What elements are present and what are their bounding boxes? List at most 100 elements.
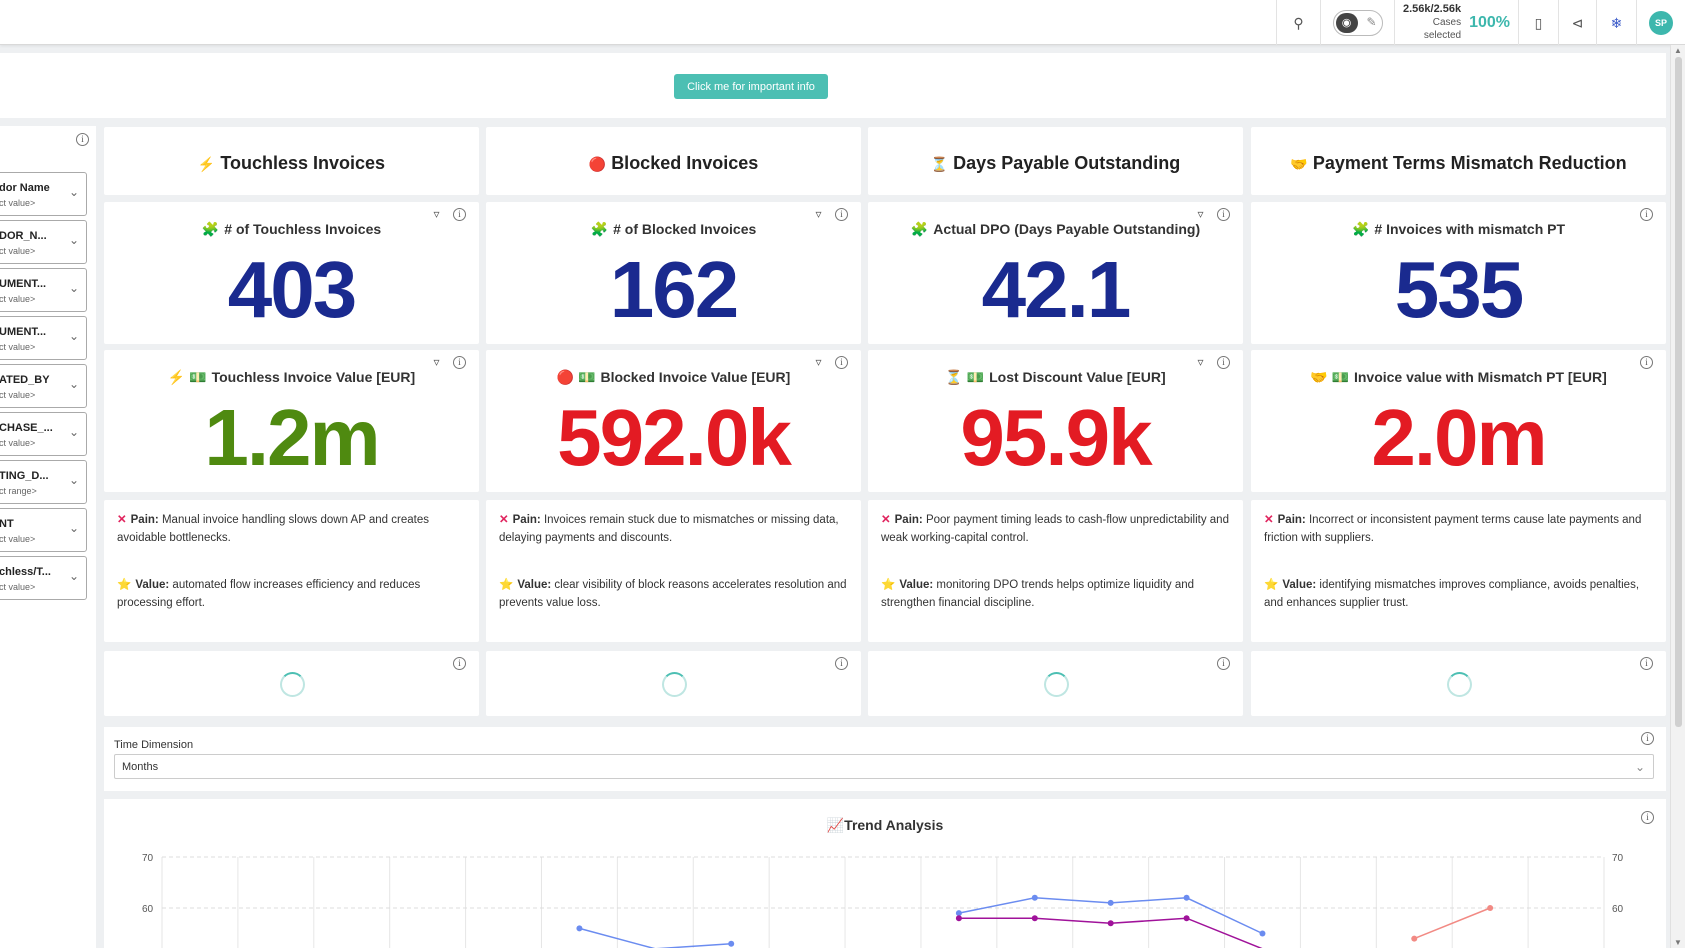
kpi-value-card[interactable]: ▿ i ⏳ 💵 Lost Discount Value [EUR] 95.9k <box>868 350 1243 492</box>
scrollbar-thumb[interactable] <box>1675 57 1682 727</box>
filter-funnel-icon[interactable]: ▿ <box>433 355 440 369</box>
section-header-card: ⏳ Days Payable Outstanding <box>868 127 1243 195</box>
time-dimension-panel: Time Dimension i Months ⌄ <box>104 727 1666 791</box>
cases-count: 2.56k/2.56k <box>1402 3 1462 15</box>
kpi-value: 1.2m <box>204 393 380 482</box>
bookmark-icon: ▯ <box>1534 14 1543 31</box>
kpi-title-text: # Invoices with mismatch PT <box>1374 221 1566 237</box>
avatar: SP <box>1649 10 1673 35</box>
filter-funnel-icon[interactable]: ▿ <box>1197 207 1204 221</box>
info-icon[interactable]: i <box>835 657 848 670</box>
filter-funnel-icon[interactable]: ▿ <box>1197 355 1204 369</box>
info-icon[interactable]: i <box>1641 732 1654 745</box>
kpi-count-card[interactable]: ▿ i 🧩 # of Touchless Invoices 403 <box>104 202 479 344</box>
section-icon: ⏳ <box>930 156 949 172</box>
scrollbar[interactable]: ▲ ▼ <box>1670 45 1685 948</box>
filter-dropdown[interactable]: chless/T... ct value> ⌄ <box>0 556 87 600</box>
info-icon[interactable]: i <box>1640 657 1653 670</box>
filter-dropdown[interactable]: UMENT... ct value> ⌄ <box>0 316 87 360</box>
filter-panel: i dor Name ct value> ⌄ DOR_N... ct value> ⌄ UM… <box>0 126 96 948</box>
share-button[interactable]: ⊲ <box>1558 0 1596 45</box>
filter-dropdown[interactable]: ATED_BY ct value> ⌄ <box>0 364 87 408</box>
search-analysis-button[interactable]: ⚲ <box>1276 0 1320 45</box>
data-point <box>1031 915 1038 922</box>
view-edit-toggle[interactable]: ◉ ✎ <box>1332 9 1383 36</box>
time-dimension-select[interactable]: Months ⌄ <box>114 754 1654 779</box>
pain-description: Incorrect or inconsistent payment terms … <box>1264 514 1642 544</box>
time-dimension-value: Months <box>122 761 159 773</box>
value-label: Value: <box>135 579 170 591</box>
y-tick-label-left: 70 <box>142 853 154 864</box>
user-menu[interactable]: SP <box>1636 0 1685 45</box>
kpi-value-card[interactable]: i 🤝 💵 Invoice value with Mismatch PT [EUR]… <box>1251 350 1666 492</box>
kpi-value-card[interactable]: ▿ i 🔴 💵 Blocked Invoice Value [EUR] 592.0k <box>486 350 861 492</box>
data-point <box>1107 899 1114 906</box>
description-card: ✕ Pain: Incorrect or inconsistent payment… <box>1251 500 1666 642</box>
filter-name: ATED_BY <box>0 374 50 386</box>
info-icon[interactable]: i <box>1217 208 1230 221</box>
filter-placeholder: ct value> <box>0 342 36 352</box>
chevron-down-icon: ⌄ <box>68 521 79 535</box>
section-icon: 🔴 <box>588 156 607 172</box>
kpi-value: 95.9k <box>960 393 1152 482</box>
section-title: ⚡ Touchless Invoices <box>104 153 479 174</box>
kpi-count-card[interactable]: ▿ i 🧩 # of Blocked Invoices 162 <box>486 202 861 344</box>
puzzle-icon: 🧩 <box>590 221 609 237</box>
info-icon[interactable]: i <box>1640 356 1653 369</box>
scroll-down-icon[interactable]: ▼ <box>1674 938 1682 947</box>
puzzle-icon: 🧩 <box>201 221 220 237</box>
snowflake-button[interactable]: ❄ <box>1596 0 1636 45</box>
section-title-text: Days Payable Outstanding <box>953 153 1181 173</box>
filter-placeholder: ct value> <box>0 198 36 208</box>
filter-dropdown[interactable]: dor Name ct value> ⌄ <box>0 172 87 216</box>
info-icon[interactable]: i <box>1640 208 1653 221</box>
cross-mark-icon: ✕ <box>499 514 509 526</box>
scroll-up-icon[interactable]: ▲ <box>1674 46 1682 55</box>
cases-label: Cases selected <box>1423 17 1462 41</box>
star-icon: ⭐ <box>1264 579 1279 591</box>
pain-text: ✕ Pain: Manual invoice handling slows dow… <box>117 511 466 547</box>
kpi-title: 🧩 Actual DPO (Days Payable Outstanding) <box>868 221 1243 238</box>
kpi-count-card[interactable]: i 🧩 # Invoices with mismatch PT 535 <box>1251 202 1666 344</box>
filter-funnel-icon[interactable]: ▿ <box>433 207 440 221</box>
series-line <box>1413 907 1491 940</box>
cross-mark-icon: ✕ <box>1264 514 1274 526</box>
filter-dropdown[interactable]: TING_D... ct range> ⌄ <box>0 460 87 504</box>
section-title: ⏳ Days Payable Outstanding <box>868 153 1243 174</box>
value-text: ⭐ Value: clear visibility of block reason… <box>499 576 848 612</box>
value-text: ⭐ Value: monitoring DPO trends helps opti… <box>881 576 1230 612</box>
filter-dropdown[interactable]: DOR_N... ct value> ⌄ <box>0 220 87 264</box>
bookmark-button[interactable]: ▯ <box>1518 0 1558 45</box>
filter-dropdown[interactable]: UMENT... ct value> ⌄ <box>0 268 87 312</box>
important-info-button[interactable]: Click me for important info <box>674 74 828 99</box>
info-icon[interactable]: i <box>1217 356 1230 369</box>
data-point <box>1031 894 1038 901</box>
kpi-title: 🔴 💵 Blocked Invoice Value [EUR] <box>486 369 861 386</box>
info-icon[interactable]: i <box>453 208 466 221</box>
section-title-text: Touchless Invoices <box>220 153 386 173</box>
eye-icon: ◉ <box>1335 12 1358 33</box>
section-header-card: 🤝 Payment Terms Mismatch Reduction <box>1251 127 1666 195</box>
info-icon[interactable]: i <box>453 657 466 670</box>
info-icon[interactable]: i <box>76 133 89 146</box>
pain-label: Pain: <box>512 514 541 526</box>
kpi-value-card[interactable]: ▿ i ⚡ 💵 Touchless Invoice Value [EUR] 1.2m <box>104 350 479 492</box>
description-card: ✕ Pain: Manual invoice handling slows dow… <box>104 500 479 642</box>
star-icon: ⭐ <box>881 579 896 591</box>
filter-funnel-icon[interactable]: ▿ <box>815 355 822 369</box>
filter-name: dor Name <box>0 182 50 194</box>
kpi-count-card[interactable]: ▿ i 🧩 Actual DPO (Days Payable Outstanding)… <box>868 202 1243 344</box>
trend-title: 📈Trend Analysis <box>104 817 1666 834</box>
filter-dropdown[interactable]: NT ct value> ⌄ <box>0 508 87 552</box>
info-icon[interactable]: i <box>1217 657 1230 670</box>
info-icon[interactable]: i <box>1641 811 1654 824</box>
info-icon[interactable]: i <box>835 356 848 369</box>
info-icon[interactable]: i <box>835 208 848 221</box>
filter-funnel-icon[interactable]: ▿ <box>815 207 822 221</box>
loading-card: i <box>1251 651 1666 716</box>
chart-trend-icon: 📈 <box>826 817 845 833</box>
filter-dropdown[interactable]: CHASE_... ct value> ⌄ <box>0 412 87 456</box>
info-icon[interactable]: i <box>453 356 466 369</box>
kpi-title-text: Actual DPO (Days Payable Outstanding) <box>933 221 1201 237</box>
filter-name: chless/T... <box>0 566 51 578</box>
